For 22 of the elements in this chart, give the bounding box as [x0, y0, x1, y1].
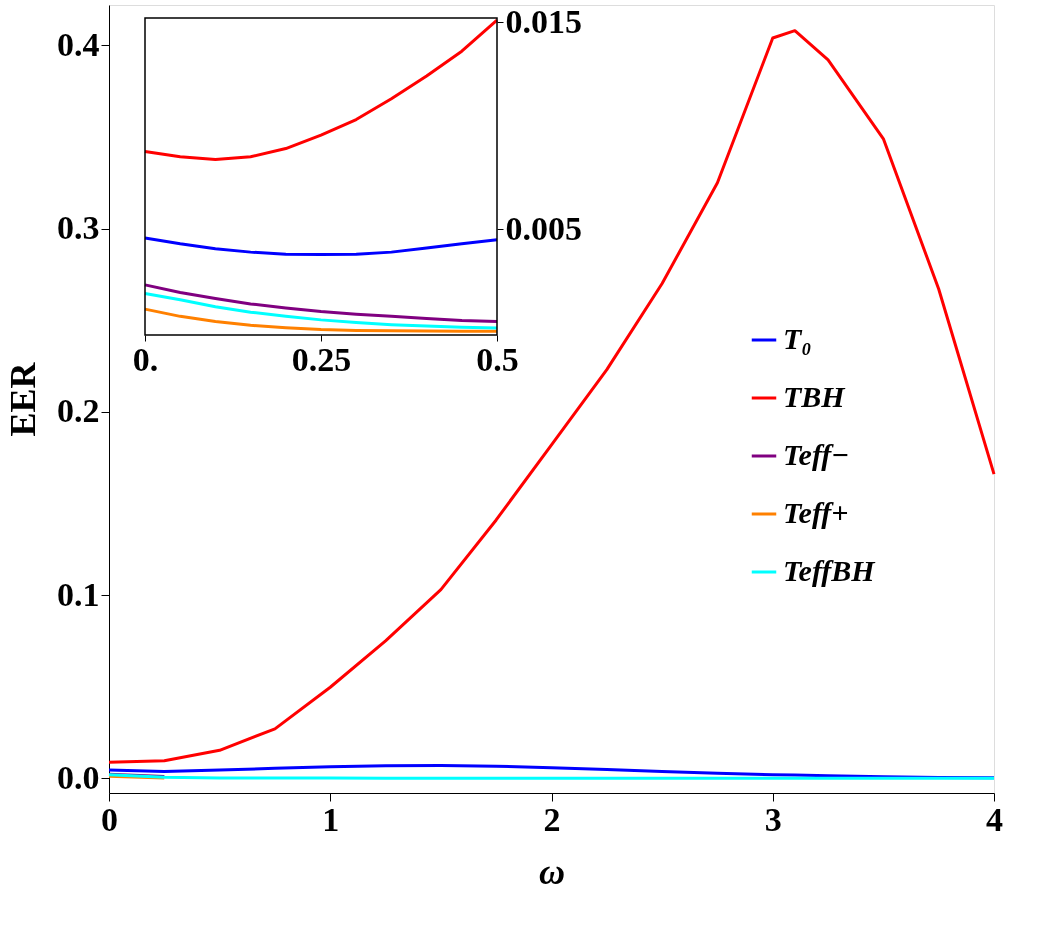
y-tick-label: 0.3: [57, 209, 100, 247]
x-tick-label: 3: [764, 800, 782, 838]
y-tick-label: 0.005: [505, 209, 582, 247]
y-tick-label: 0.015: [505, 2, 582, 40]
x-tick-label: 0.25: [291, 340, 352, 378]
x-tick-label: 0: [101, 800, 118, 838]
y-tick-label: 0.4: [57, 25, 100, 63]
legend-label: Teff−: [783, 438, 850, 471]
legend-label: Teff+: [783, 496, 849, 529]
x-tick-label: 0.: [132, 340, 159, 378]
y-axis-title: EER: [3, 361, 43, 437]
x-tick-label: 0.5: [476, 340, 519, 378]
x-tick-label: 2: [543, 800, 561, 838]
y-tick-label: 0.2: [57, 392, 100, 430]
legend-label: TBH: [783, 380, 847, 413]
y-tick-label: 0.1: [57, 575, 100, 613]
legend-label: TeffBH: [783, 554, 877, 587]
y-tick-label: 0.0: [57, 758, 100, 796]
x-tick-label: 4: [986, 800, 1003, 838]
legend-label: T₀: [783, 322, 812, 355]
x-tick-label: 1: [322, 800, 340, 838]
x-axis-title: ω: [538, 851, 566, 892]
